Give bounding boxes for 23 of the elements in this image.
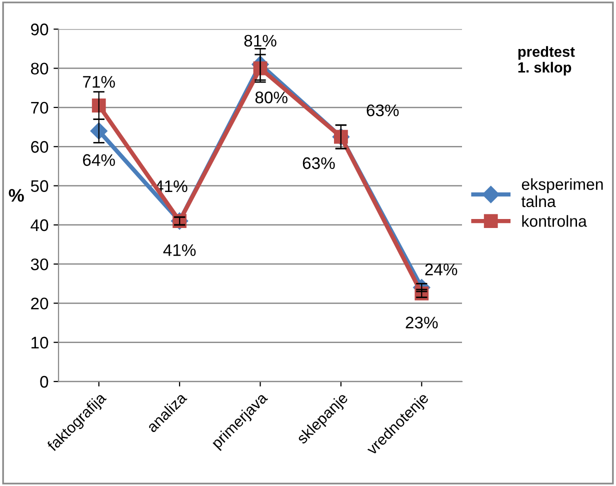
y-tick-label: 30	[30, 258, 48, 270]
data-label: 63%	[366, 104, 399, 116]
y-tick-label: 70	[31, 102, 48, 114]
legend-label: kontrolna	[522, 215, 587, 227]
y-tick-label: 90	[31, 24, 48, 36]
data-label: 63%	[302, 157, 335, 170]
y-tick-label: 20	[31, 298, 48, 310]
y-tick-label: 80	[30, 62, 48, 75]
data-label: 23%	[406, 316, 438, 328]
data-label: 81%	[244, 34, 276, 47]
y-tick-label: 10	[32, 336, 48, 349]
y-axis-title: %	[8, 189, 24, 202]
data-label: 71%	[83, 76, 115, 88]
y-tick-label: 50	[30, 180, 48, 192]
data-label: 80%	[255, 92, 288, 104]
text: predtest 1. sklop	[518, 46, 575, 76]
data-label: 41%	[163, 244, 196, 256]
data-label: 64%	[83, 154, 115, 166]
point	[92, 98, 106, 112]
data-label: 24%	[425, 264, 458, 276]
y-tick-label: 0	[40, 376, 48, 388]
y-tick-label: 40	[30, 219, 48, 232]
y-tick-label: 60	[31, 141, 48, 153]
